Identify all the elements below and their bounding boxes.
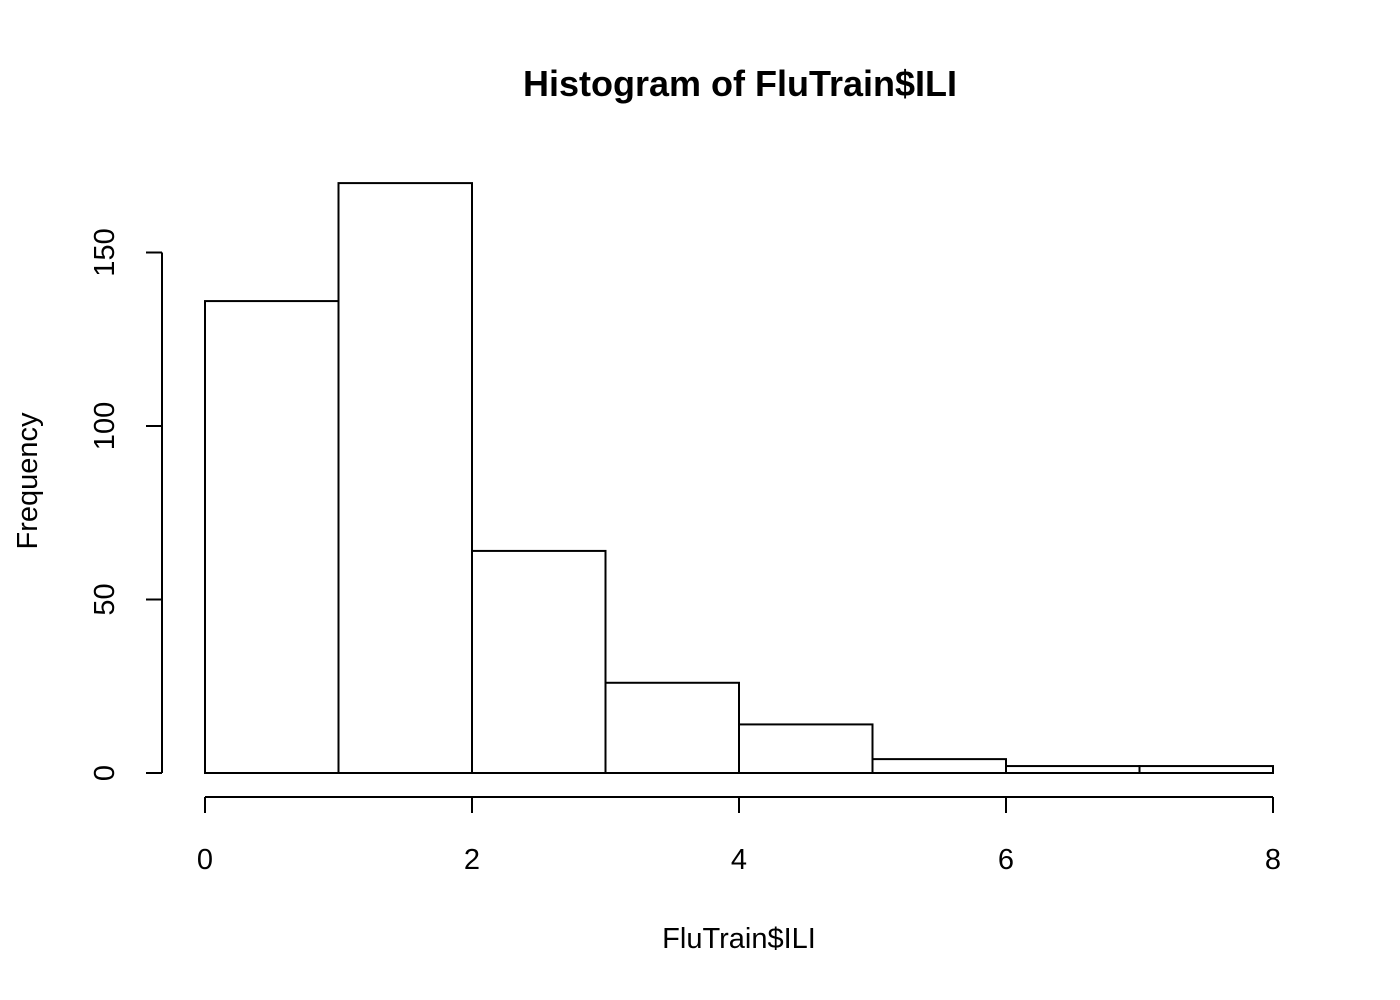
x-axis: 0 2 4 6 8 — [197, 796, 1281, 876]
y-tick-label: 50 — [89, 583, 121, 615]
x-tick-label: 0 — [197, 844, 213, 876]
histogram-bar — [738, 723, 874, 774]
chart-title: Histogram of FluTrain$ILI — [523, 63, 957, 104]
histogram-bar — [337, 182, 473, 775]
histogram-bar — [204, 300, 340, 774]
histogram-bar — [1005, 765, 1141, 774]
histogram-bar — [1138, 765, 1274, 774]
x-tick-label: 4 — [731, 844, 747, 876]
y-axis-label: Frequency — [12, 412, 44, 550]
histogram-bar — [604, 681, 740, 775]
y-axis: 0 50 100 150 — [89, 228, 163, 781]
y-tick-label: 150 — [89, 228, 121, 276]
y-tick-label: 0 — [89, 765, 121, 781]
x-tick-label: 2 — [464, 844, 480, 876]
x-tick-label: 6 — [998, 844, 1014, 876]
x-axis-label: FluTrain$ILI — [662, 923, 816, 955]
histogram-bar — [871, 758, 1007, 774]
histogram-bar — [471, 549, 607, 774]
y-tick-label: 100 — [89, 402, 121, 450]
x-tick-label: 8 — [1265, 844, 1281, 876]
bars-group — [204, 182, 1274, 775]
